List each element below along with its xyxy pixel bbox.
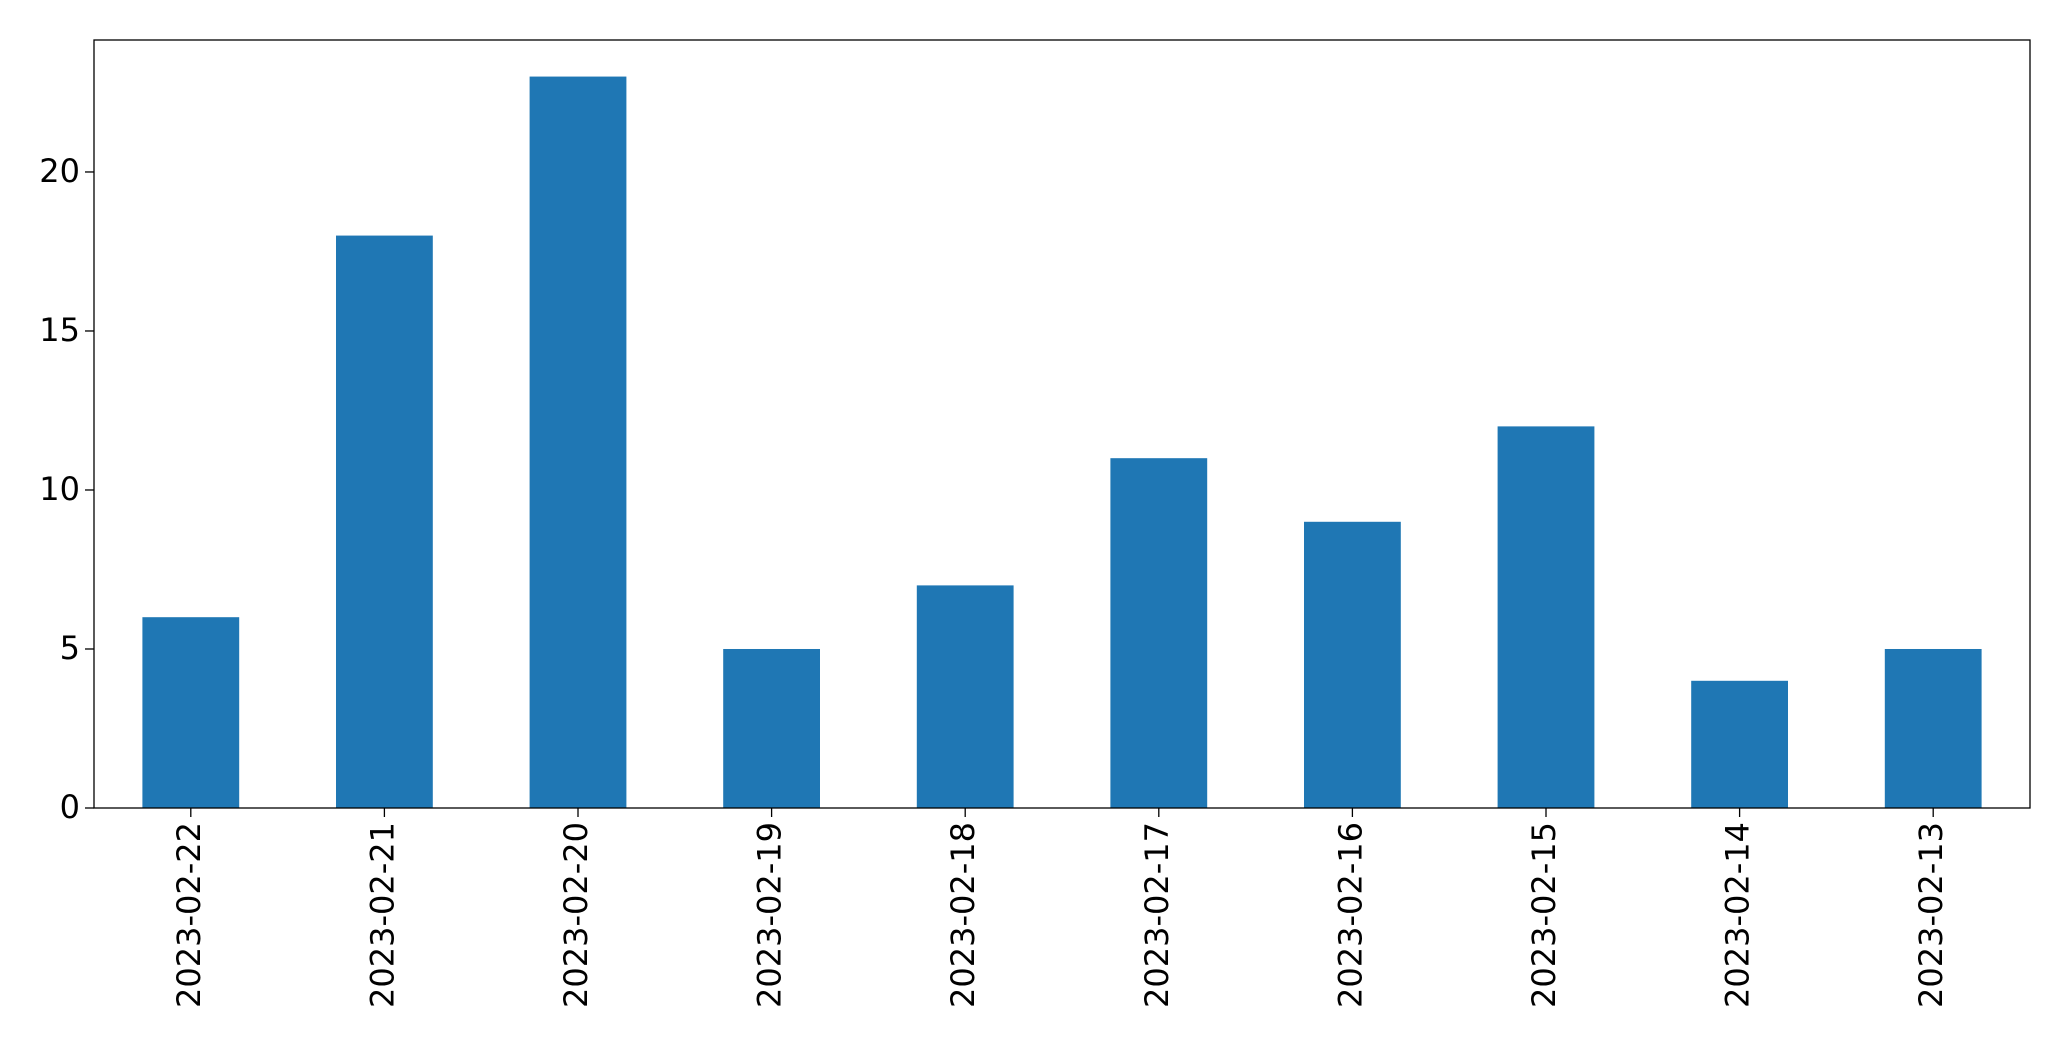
plot-frame (93, 39, 2031, 809)
bar (1691, 680, 1788, 808)
bar (723, 648, 820, 808)
x-tick-label: 2023-02-15 (1525, 822, 1563, 1008)
x-tick-label: 2023-02-20 (557, 822, 595, 1008)
y-tick-label: 0 (60, 788, 80, 826)
bar (1110, 458, 1208, 808)
y-tick-label: 5 (60, 629, 80, 667)
y-tick-label: 20 (39, 152, 80, 190)
bar (1884, 648, 1982, 808)
bar (336, 235, 433, 808)
y-tick-label: 15 (39, 311, 80, 349)
x-tick-label: 2023-02-13 (1912, 822, 1950, 1008)
bar (916, 585, 1014, 808)
x-tick-label: 2023-02-22 (170, 822, 208, 1008)
x-tick-label: 2023-02-14 (1719, 822, 1757, 1008)
y-tick-label: 10 (39, 470, 80, 508)
x-tick-label: 2023-02-17 (1138, 822, 1176, 1008)
x-tick-label: 2023-02-18 (944, 822, 982, 1008)
x-tick-label: 2023-02-19 (751, 822, 789, 1008)
x-tick-label: 2023-02-16 (1331, 822, 1369, 1008)
bar (1304, 521, 1401, 808)
bar (142, 617, 240, 808)
x-tick-label: 2023-02-21 (363, 822, 401, 1008)
bar (1497, 426, 1595, 808)
bar (529, 76, 627, 809)
